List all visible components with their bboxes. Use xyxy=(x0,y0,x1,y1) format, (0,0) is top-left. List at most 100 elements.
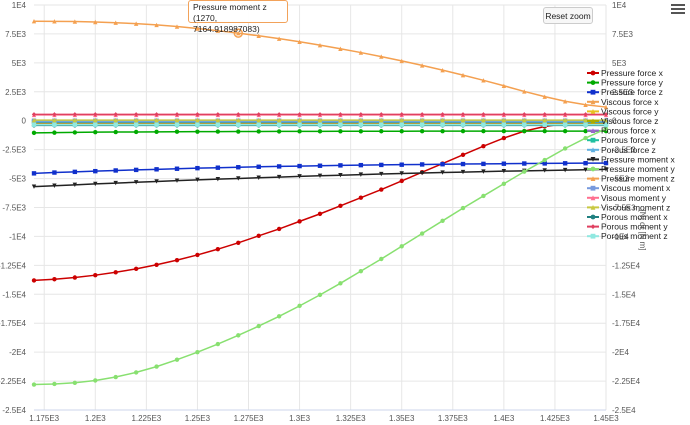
data-point[interactable] xyxy=(419,170,425,176)
data-point[interactable] xyxy=(590,70,596,76)
data-point[interactable] xyxy=(236,30,241,36)
data-point[interactable] xyxy=(419,112,425,117)
data-point[interactable] xyxy=(113,180,118,186)
data-point[interactable] xyxy=(72,117,78,123)
data-point[interactable] xyxy=(256,164,261,169)
data-point[interactable] xyxy=(338,203,343,208)
data-point[interactable] xyxy=(440,128,445,134)
data-point[interactable] xyxy=(542,122,547,127)
data-point[interactable] xyxy=(195,349,200,355)
data-point[interactable] xyxy=(399,58,404,64)
data-point[interactable] xyxy=(603,112,609,117)
data-point[interactable] xyxy=(440,67,445,73)
data-point[interactable] xyxy=(562,128,568,134)
data-point[interactable] xyxy=(195,129,200,134)
data-point[interactable] xyxy=(317,211,323,217)
data-point[interactable] xyxy=(590,214,596,220)
data-point[interactable] xyxy=(215,28,221,33)
data-point[interactable] xyxy=(297,174,302,179)
data-point[interactable] xyxy=(590,205,596,210)
data-point[interactable] xyxy=(154,112,159,117)
data-point[interactable] xyxy=(174,117,180,123)
data-point[interactable] xyxy=(379,122,384,127)
data-point[interactable] xyxy=(93,129,98,135)
data-point[interactable] xyxy=(481,169,486,174)
data-point[interactable] xyxy=(590,176,596,181)
data-point[interactable] xyxy=(542,157,547,163)
data-point[interactable] xyxy=(113,129,118,135)
data-point[interactable] xyxy=(522,161,527,166)
data-point[interactable] xyxy=(93,122,98,127)
data-point[interactable] xyxy=(276,129,282,134)
data-point[interactable] xyxy=(317,292,323,298)
data-point[interactable] xyxy=(501,181,507,186)
data-point[interactable] xyxy=(317,122,323,127)
data-point[interactable] xyxy=(603,117,609,123)
data-point[interactable] xyxy=(195,122,200,127)
data-point[interactable] xyxy=(236,176,241,181)
data-point[interactable] xyxy=(460,169,466,175)
legend-item[interactable]: Porous moment x xyxy=(587,212,668,222)
data-point[interactable] xyxy=(195,117,200,123)
data-point[interactable] xyxy=(276,36,282,41)
data-point[interactable] xyxy=(542,117,547,123)
data-point[interactable] xyxy=(174,129,180,134)
legend-item[interactable]: Porous force x xyxy=(587,126,657,136)
data-point[interactable] xyxy=(481,143,486,149)
data-point[interactable] xyxy=(256,323,261,329)
data-point[interactable] xyxy=(583,117,588,123)
data-point[interactable] xyxy=(358,162,364,168)
data-point[interactable] xyxy=(481,112,486,117)
data-point[interactable] xyxy=(399,162,404,167)
data-point[interactable] xyxy=(522,122,527,127)
data-point[interactable] xyxy=(195,26,200,31)
data-point[interactable] xyxy=(133,180,139,185)
data-point[interactable] xyxy=(297,129,302,134)
data-point[interactable] xyxy=(440,117,445,123)
data-point[interactable] xyxy=(276,314,282,319)
data-point[interactable] xyxy=(133,266,139,272)
data-point[interactable] xyxy=(31,122,37,127)
legend-item[interactable]: Pressure moment x xyxy=(587,154,675,164)
data-point[interactable] xyxy=(31,19,37,24)
legend-item[interactable]: Viscous force z xyxy=(587,116,658,126)
data-point[interactable] xyxy=(522,128,527,134)
data-point[interactable] xyxy=(590,147,596,153)
data-point[interactable] xyxy=(297,39,302,44)
legend-item[interactable]: Porous force y xyxy=(587,135,657,145)
data-point[interactable] xyxy=(113,168,118,173)
data-point[interactable] xyxy=(590,109,596,114)
data-point[interactable] xyxy=(52,19,57,24)
data-point[interactable] xyxy=(481,117,486,123)
data-point[interactable] xyxy=(113,117,118,123)
data-point[interactable] xyxy=(52,381,57,387)
data-point[interactable] xyxy=(174,178,180,183)
data-point[interactable] xyxy=(297,122,302,127)
data-point[interactable] xyxy=(440,170,445,175)
data-point[interactable] xyxy=(133,167,139,173)
data-point[interactable] xyxy=(174,24,180,29)
data-point[interactable] xyxy=(460,161,466,167)
data-point[interactable] xyxy=(93,378,98,383)
data-point[interactable] xyxy=(501,128,507,134)
data-point[interactable] xyxy=(72,112,78,117)
data-point[interactable] xyxy=(113,122,118,127)
data-point[interactable] xyxy=(603,126,609,132)
data-point[interactable] xyxy=(256,122,261,127)
data-point[interactable] xyxy=(215,129,221,134)
data-point[interactable] xyxy=(542,94,547,99)
legend-item[interactable]: Porous force z xyxy=(587,145,656,155)
data-point[interactable] xyxy=(174,112,180,117)
data-point[interactable] xyxy=(481,122,486,127)
data-point[interactable] xyxy=(276,226,282,232)
legend-item[interactable]: Visous moment y xyxy=(587,193,667,203)
data-point[interactable] xyxy=(501,112,507,117)
data-point[interactable] xyxy=(460,122,466,127)
data-point[interactable] xyxy=(338,173,343,178)
data-point[interactable] xyxy=(174,257,180,263)
data-point[interactable] xyxy=(215,246,221,252)
data-point[interactable] xyxy=(603,122,609,127)
data-point[interactable] xyxy=(93,181,98,187)
data-point[interactable] xyxy=(419,117,425,123)
data-point[interactable] xyxy=(562,112,568,117)
